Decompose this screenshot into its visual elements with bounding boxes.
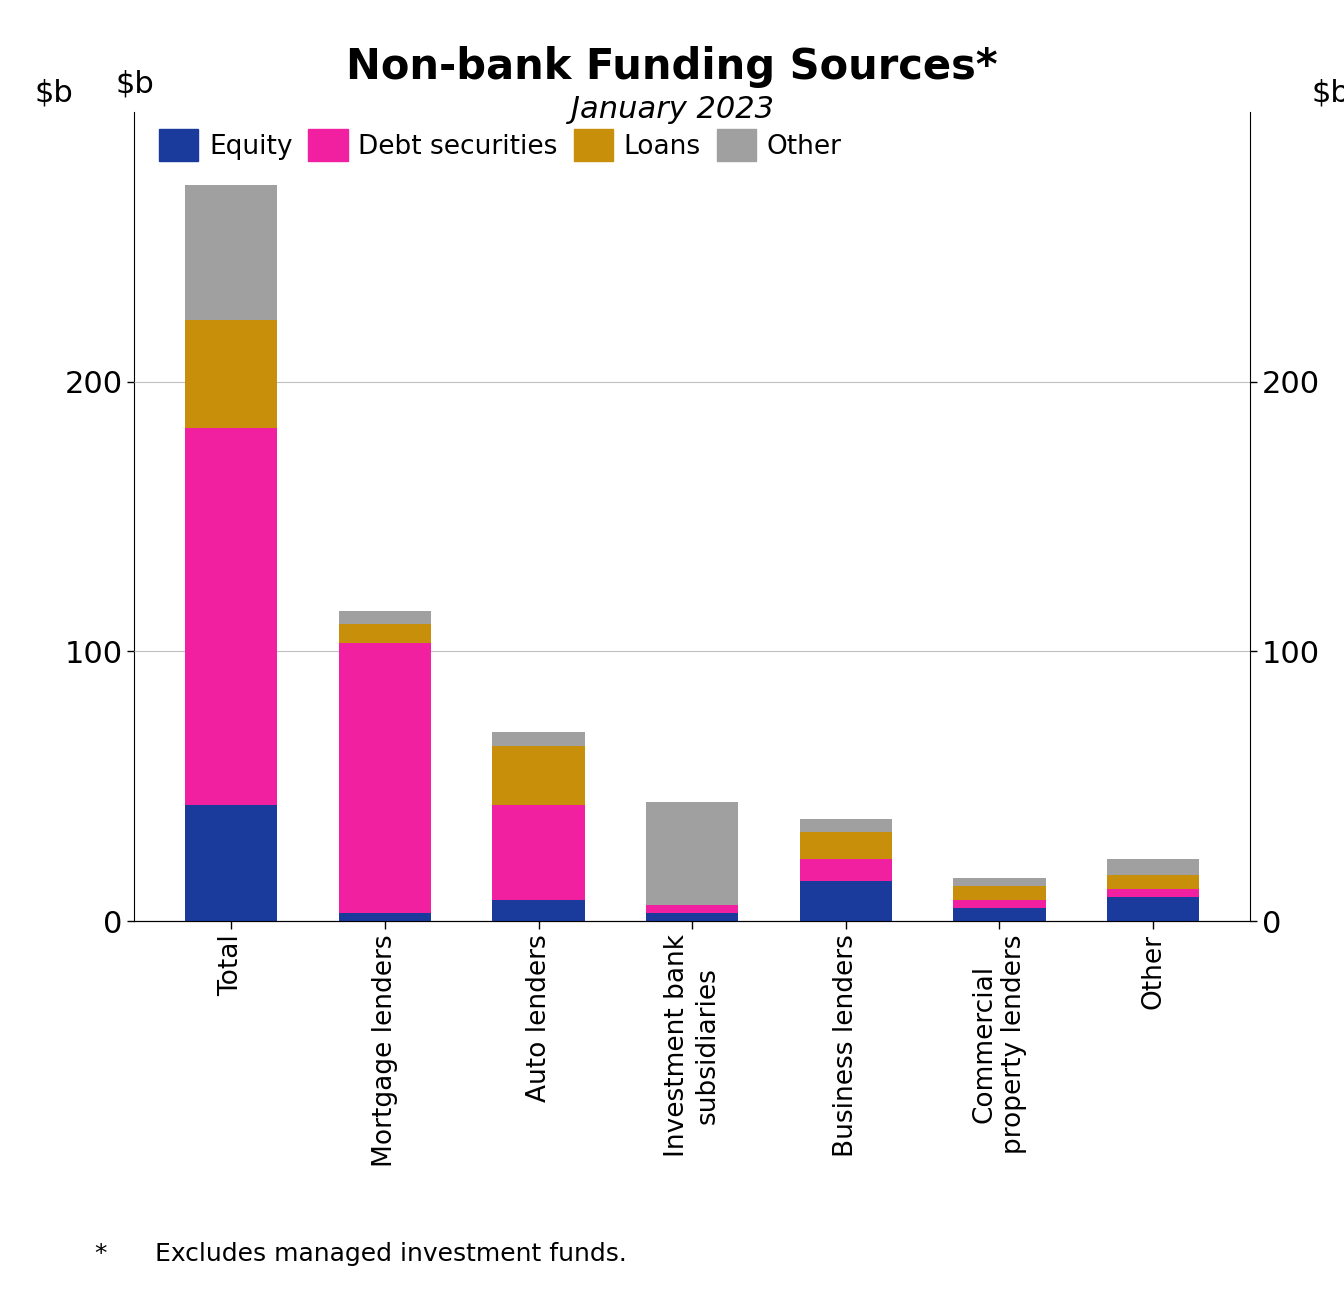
Bar <box>1107 898 1199 921</box>
Text: $b: $b <box>116 70 155 99</box>
Bar <box>800 859 892 880</box>
Bar <box>646 913 738 921</box>
Text: Excludes managed investment funds.: Excludes managed investment funds. <box>155 1242 626 1266</box>
Bar <box>953 886 1046 900</box>
Bar <box>646 803 738 905</box>
Bar <box>953 908 1046 921</box>
Bar <box>339 611 431 624</box>
Text: *: * <box>94 1242 106 1266</box>
Bar <box>953 900 1046 908</box>
Bar <box>185 805 277 921</box>
Text: $b: $b <box>35 79 73 108</box>
Bar <box>492 900 585 921</box>
Bar <box>339 913 431 921</box>
Bar <box>492 746 585 805</box>
Bar <box>492 805 585 900</box>
Bar <box>185 184 277 320</box>
Text: Non-bank Funding Sources*: Non-bank Funding Sources* <box>347 46 997 88</box>
Bar <box>646 905 738 913</box>
Bar <box>800 819 892 832</box>
Bar <box>953 878 1046 886</box>
Bar <box>800 880 892 921</box>
Bar <box>339 644 431 913</box>
Bar <box>1107 875 1199 888</box>
Text: January 2023: January 2023 <box>570 95 774 124</box>
Text: $b: $b <box>1312 79 1344 108</box>
Bar <box>185 320 277 428</box>
Bar <box>1107 888 1199 898</box>
Bar <box>185 428 277 805</box>
Bar <box>339 624 431 644</box>
Legend: Equity, Debt securities, Loans, Other: Equity, Debt securities, Loans, Other <box>159 129 841 162</box>
Bar <box>800 832 892 859</box>
Bar <box>1107 859 1199 875</box>
Bar <box>492 732 585 746</box>
